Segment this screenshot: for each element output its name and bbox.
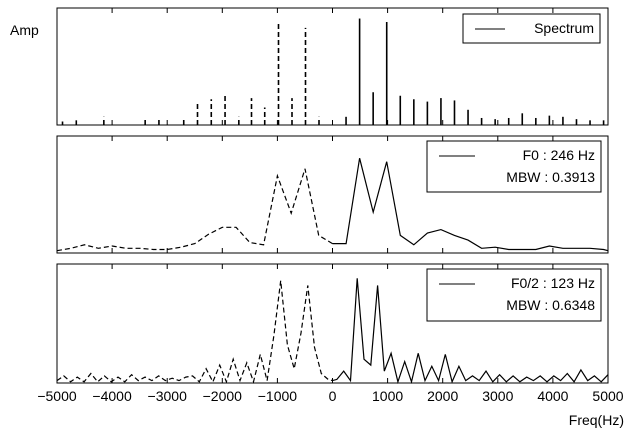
x-tick-label: 2000: [427, 388, 458, 404]
x-tick-label: 3000: [482, 388, 513, 404]
positive-freq-curve: [332, 278, 609, 384]
x-tick-label: 4000: [537, 388, 568, 404]
legend-middle: F0 : 246 Hz MBW : 0.3913: [426, 140, 602, 193]
legend-bottom: F0/2 : 123 Hz MBW : 0.6348: [426, 268, 602, 322]
legend-box: [426, 268, 602, 322]
legend-top: Spectrum: [462, 13, 601, 44]
x-tick-label: −5000: [37, 388, 77, 404]
top-panel-ylabel: Amp: [10, 22, 39, 38]
x-tick-label: 1000: [372, 388, 403, 404]
x-tick-label: 0: [329, 388, 337, 404]
legend-box: [426, 140, 602, 193]
negative-freq-curve: [56, 280, 333, 384]
x-axis-label: Freq(Hz): [569, 412, 624, 428]
positive-freq-curve: [332, 158, 609, 252]
legend-entry: F0/2 : 123 Hz: [511, 275, 595, 291]
x-tick-label: −3000: [148, 388, 188, 404]
negative-freq-curve: [56, 168, 333, 252]
x-tick-label: 5000: [592, 388, 623, 404]
x-tick-label: −4000: [92, 388, 132, 404]
legend-entry: Spectrum: [534, 20, 594, 36]
legend-entry: F0 : 246 Hz: [523, 147, 595, 163]
panel-top: Spectrum: [56, 7, 609, 126]
panel-bottom: F0/2 : 123 Hz MBW : 0.6348 −5000 −4000 −3000…: [37, 263, 624, 404]
x-tick-label: −1000: [258, 388, 298, 404]
x-tick-label: −2000: [203, 388, 243, 404]
legend-entry: MBW : 0.6348: [506, 297, 595, 313]
legend-entry: MBW : 0.3913: [506, 169, 595, 185]
panel-middle: F0 : 246 Hz MBW : 0.3913: [56, 135, 609, 254]
